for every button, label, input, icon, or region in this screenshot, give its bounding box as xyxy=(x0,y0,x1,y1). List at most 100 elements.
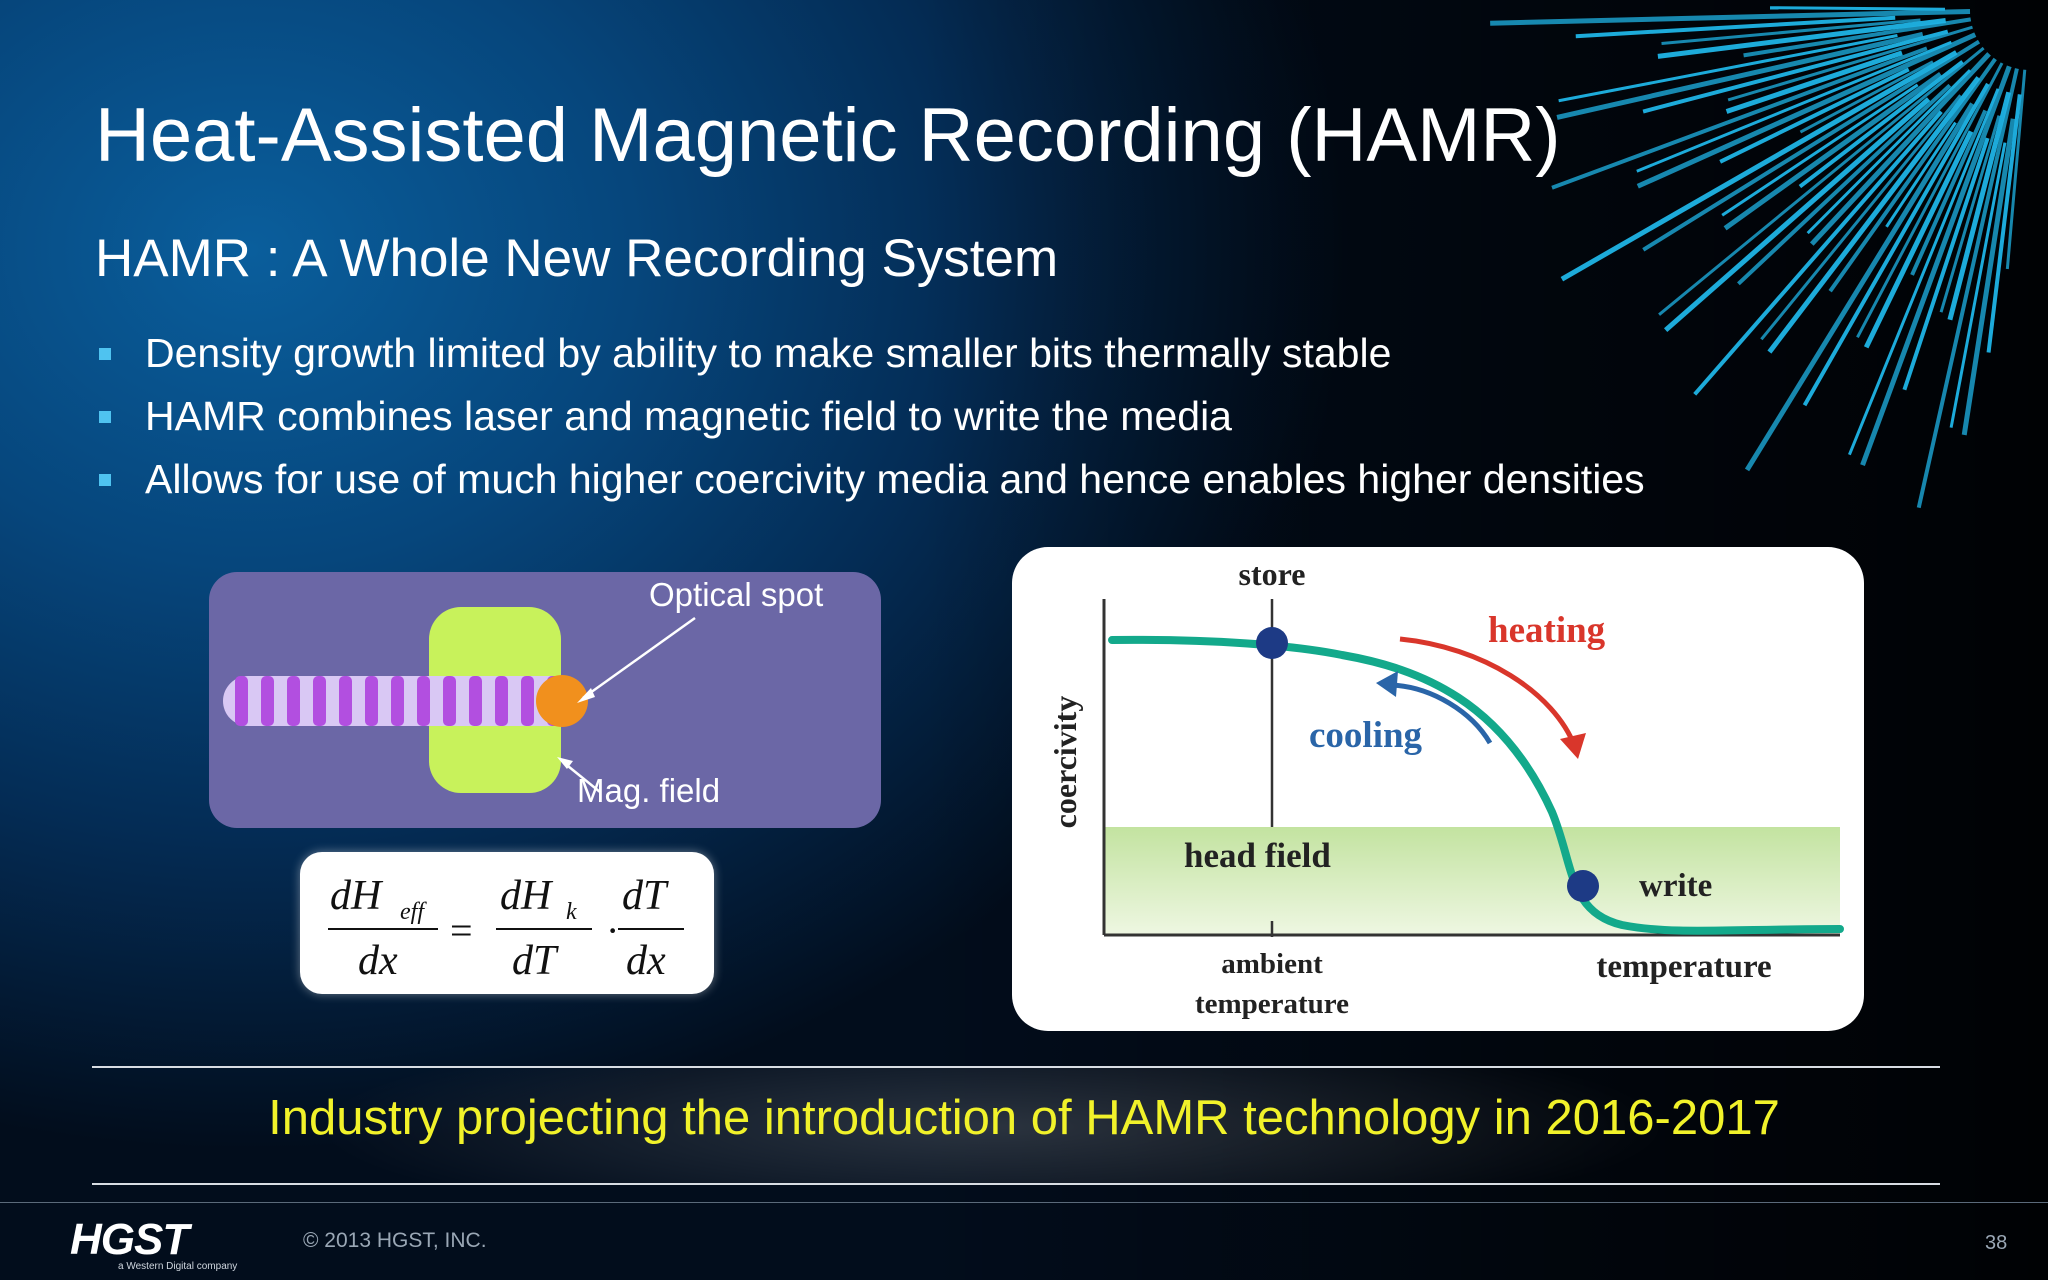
bullet-text: Density growth limited by ability to mak… xyxy=(145,330,1392,376)
burst-ray xyxy=(1657,18,1946,59)
track-bit xyxy=(287,676,300,726)
formula-equals: = xyxy=(450,908,473,953)
formula-mid-sub: k xyxy=(566,899,577,925)
page-number: 38 xyxy=(1985,1232,2008,1254)
bullet-item: HAMR combines laser and magnetic field t… xyxy=(95,385,1645,448)
slide-title: Heat-Assisted Magnetic Recording (HAMR) xyxy=(95,93,1561,178)
track-bit xyxy=(521,676,534,726)
formula-lhs-sub: eff xyxy=(400,899,427,925)
mag-field-pointer xyxy=(562,761,601,793)
burst-ray xyxy=(1916,68,2019,509)
coercivity-temperature-diagram: store coercivity head field write ambien… xyxy=(1047,556,1844,1020)
burst-ray xyxy=(1723,72,1943,231)
burst-ray xyxy=(1558,34,1898,103)
coercivity-diagram-card: store coercivity head field write ambien… xyxy=(1012,547,1864,1031)
copyright-text: © 2013 HGST, INC. xyxy=(303,1229,487,1252)
burst-ray xyxy=(1743,17,1972,58)
burst-ray xyxy=(1551,46,1928,190)
head-field-label: head field xyxy=(1184,836,1331,875)
bullet-square-icon xyxy=(99,411,111,423)
formula-mid-num: dH xyxy=(500,873,554,919)
store-point xyxy=(1256,627,1288,659)
burst-ray xyxy=(1949,142,2007,428)
optical-spot-label: Optical spot xyxy=(649,576,823,613)
formula-mid-den: dT xyxy=(512,938,559,984)
burst-ray xyxy=(1560,50,1958,282)
write-label: write xyxy=(1639,868,1712,904)
ambient-label: ambient xyxy=(1221,948,1323,980)
burst-ray xyxy=(2005,69,2027,270)
burst-ray xyxy=(1760,94,1962,341)
burst-ray xyxy=(1658,46,1985,316)
burst-ray xyxy=(1663,97,1931,332)
burst-ray xyxy=(1727,25,1973,102)
burst-ray xyxy=(1961,118,2016,436)
track-bit xyxy=(495,676,508,726)
projection-banner: Industry projecting the introduction of … xyxy=(268,1091,1780,1145)
bullet-item: Density growth limited by ability to mak… xyxy=(95,322,1645,385)
burst-ray xyxy=(1490,8,1971,26)
burst-ray xyxy=(1856,62,2004,338)
formula-lhs-den: dx xyxy=(358,938,398,984)
head-field-band xyxy=(1104,827,1840,935)
burst-ray xyxy=(1575,15,1896,39)
track-bit xyxy=(391,676,404,726)
burst-ray xyxy=(1809,52,1991,246)
burst-ray xyxy=(1721,83,1919,217)
burst-ray xyxy=(1885,121,1957,228)
bullet-square-icon xyxy=(99,348,111,360)
coercivity-label: coercivity xyxy=(1047,696,1083,829)
formula: dH eff dx = dH k dT · dT dx xyxy=(328,873,684,984)
burst-ray xyxy=(1986,94,2022,353)
burst-ray xyxy=(1636,40,1952,173)
burst-ray xyxy=(1719,67,1910,164)
formula-rhs-den: dx xyxy=(626,938,666,984)
banner-top-rule xyxy=(92,1066,1940,1068)
formula-rhs-num: dT xyxy=(622,873,669,919)
burst-ray xyxy=(1939,115,2001,313)
bullet-square-icon xyxy=(99,474,111,486)
track-bit xyxy=(469,676,482,726)
footer-divider xyxy=(0,1202,2048,1203)
logo-wordmark: HGST xyxy=(70,1215,189,1264)
burst-ray xyxy=(1693,110,1943,396)
track-bit xyxy=(313,676,326,726)
track-bit xyxy=(443,676,456,726)
burst-ray xyxy=(1661,18,1921,46)
burst-ray xyxy=(1769,6,1946,11)
burst-ray xyxy=(1902,137,1990,391)
burst-ray xyxy=(1863,130,1974,349)
burst-ray xyxy=(1860,65,2012,467)
cooling-arrow xyxy=(1391,682,1493,745)
burst-ray xyxy=(1642,39,1981,252)
logo-tagline: a Western Digital company xyxy=(118,1261,238,1272)
track-bit xyxy=(235,676,248,726)
optical-spot-marker xyxy=(536,675,588,727)
burst-ray xyxy=(1947,91,2012,321)
burst-ray xyxy=(1636,32,1977,189)
cooling-label: cooling xyxy=(1309,715,1423,756)
hamr-head-diagram: Optical spot Mag. field xyxy=(209,572,881,828)
burst-ray xyxy=(1910,109,1988,276)
heating-arrow xyxy=(1399,636,1578,748)
formula-dot: · xyxy=(606,908,619,953)
burst-ray xyxy=(1744,102,1975,472)
optical-spot-pointer xyxy=(582,616,696,700)
bullet-item: Allows for use of much higher coercivity… xyxy=(95,448,1645,511)
burst-ray xyxy=(1767,76,1981,354)
ambient-temperature-label: temperature xyxy=(1195,988,1349,1020)
bullet-list: Density growth limited by ability to mak… xyxy=(95,322,1645,511)
mag-field-label: Mag. field xyxy=(577,772,720,809)
heating-label: heating xyxy=(1488,610,1606,651)
bullet-text: Allows for use of much higher coercivity… xyxy=(145,456,1645,502)
write-point xyxy=(1567,870,1599,902)
burst-ray xyxy=(1806,69,1972,235)
track-bit xyxy=(365,676,378,726)
store-label: store xyxy=(1239,556,1306,592)
track-bit xyxy=(339,676,352,726)
bullet-text: HAMR combines laser and magnetic field t… xyxy=(145,393,1232,439)
slide-subtitle: HAMR : A Whole New Recording System xyxy=(95,229,1059,288)
temperature-label: temperature xyxy=(1596,949,1771,985)
formula-box: dH eff dx = dH k dT · dT dx xyxy=(300,852,714,994)
burst-ray xyxy=(1802,82,1990,407)
